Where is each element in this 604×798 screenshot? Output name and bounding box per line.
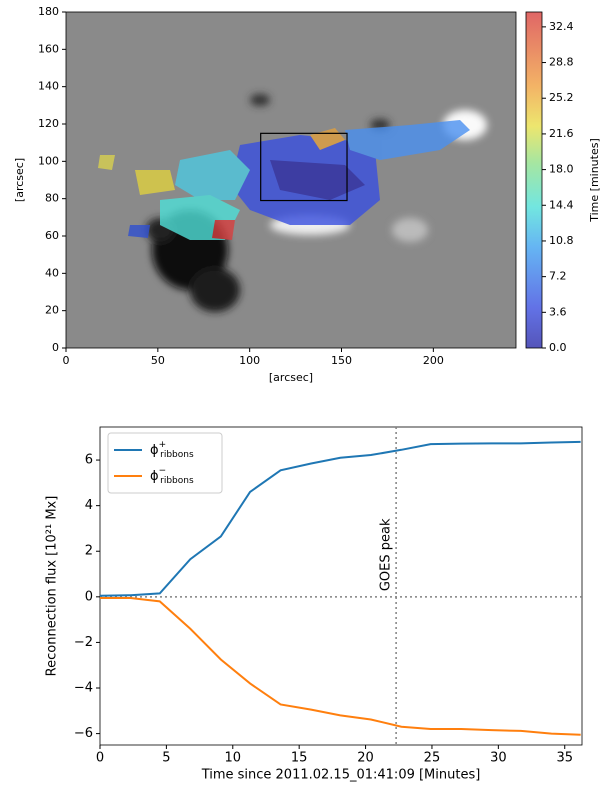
colorbar-tick-label: 10.8 — [549, 234, 574, 247]
colorbar-tick-label: 18.0 — [549, 163, 574, 176]
x-tick-label: 50 — [151, 354, 165, 367]
y-tick-label: 160 — [38, 42, 59, 55]
legend-sub: ribbons — [160, 476, 194, 486]
x-tick-label: 100 — [239, 354, 260, 367]
y-tick-label: 100 — [38, 154, 59, 167]
x-axis-label: [arcsec] — [269, 371, 313, 384]
y-axis-label: Reconnection flux [10²¹ Mx] — [45, 496, 60, 677]
y-tick-label: 140 — [38, 80, 59, 93]
y-tick-label: 0 — [85, 589, 93, 604]
y-tick-label: 180 — [38, 5, 59, 18]
legend-name: ϕ — [150, 443, 159, 458]
annotation: GOES peak — [379, 518, 394, 591]
x-tick-label: 25 — [424, 751, 441, 766]
magnetogram — [66, 12, 516, 348]
colorbar-tick-label: 3.6 — [549, 305, 567, 318]
x-tick-label: 0 — [96, 751, 104, 766]
y-tick-label: 80 — [45, 192, 59, 205]
y-tick-label: 0 — [52, 341, 59, 354]
x-tick-label: 35 — [556, 751, 573, 766]
x-tick-label: 30 — [490, 751, 507, 766]
y-tick-label: 6 — [85, 453, 93, 468]
x-tick-label: 150 — [331, 354, 352, 367]
colorbar-label: Time [minutes] — [588, 138, 601, 223]
series-line — [100, 596, 581, 736]
y-tick-label: 4 — [85, 498, 93, 513]
region-box — [260, 132, 348, 202]
colorbar-tick-label: 21.6 — [549, 127, 574, 140]
y-tick-label: −4 — [74, 681, 93, 696]
legend-sup: + — [159, 440, 167, 450]
legend-frame — [107, 432, 223, 494]
axes-frame — [65, 11, 517, 349]
x-tick-label: 0 — [63, 354, 70, 367]
colorbar — [526, 12, 542, 348]
y-tick-label: 120 — [38, 117, 59, 130]
colorbar-frame — [525, 11, 543, 349]
colorbar-tick-label: 14.4 — [549, 198, 574, 211]
y-tick-label: 60 — [45, 229, 59, 242]
x-tick-label: 200 — [423, 354, 444, 367]
x-tick-label: 15 — [291, 751, 308, 766]
colorbar-tick-label: 32.4 — [549, 20, 574, 33]
colorbar-tick-label: 7.2 — [549, 270, 567, 283]
legend-sub: ribbons — [160, 450, 194, 460]
series-line — [99, 440, 581, 597]
colorbar-tick-label: 28.8 — [549, 56, 574, 69]
axes-frame — [99, 426, 583, 746]
legend-entry: ϕ− ribbons — [150, 466, 194, 486]
legend-entry: ϕ+ ribbons — [150, 440, 194, 460]
y-tick-label: 40 — [45, 266, 59, 279]
x-tick-label: 20 — [357, 751, 374, 766]
x-axis-label: Time since 2011.02.15_01:41:09 [Minutes] — [201, 768, 481, 783]
y-tick-label: −6 — [74, 726, 93, 741]
x-tick-label: 5 — [162, 751, 170, 766]
ribbons — [98, 120, 470, 240]
y-tick-label: 20 — [45, 304, 59, 317]
colorbar-tick-label: 25.2 — [549, 91, 574, 104]
y-axis-label: [arcsec] — [13, 158, 26, 202]
colorbar-tick-label: 0.0 — [549, 341, 567, 354]
legend-sup: − — [159, 466, 167, 476]
y-tick-label: −2 — [74, 635, 93, 650]
y-tick-label: 2 — [85, 544, 93, 559]
legend-name: ϕ — [150, 469, 159, 484]
x-tick-label: 10 — [225, 751, 242, 766]
